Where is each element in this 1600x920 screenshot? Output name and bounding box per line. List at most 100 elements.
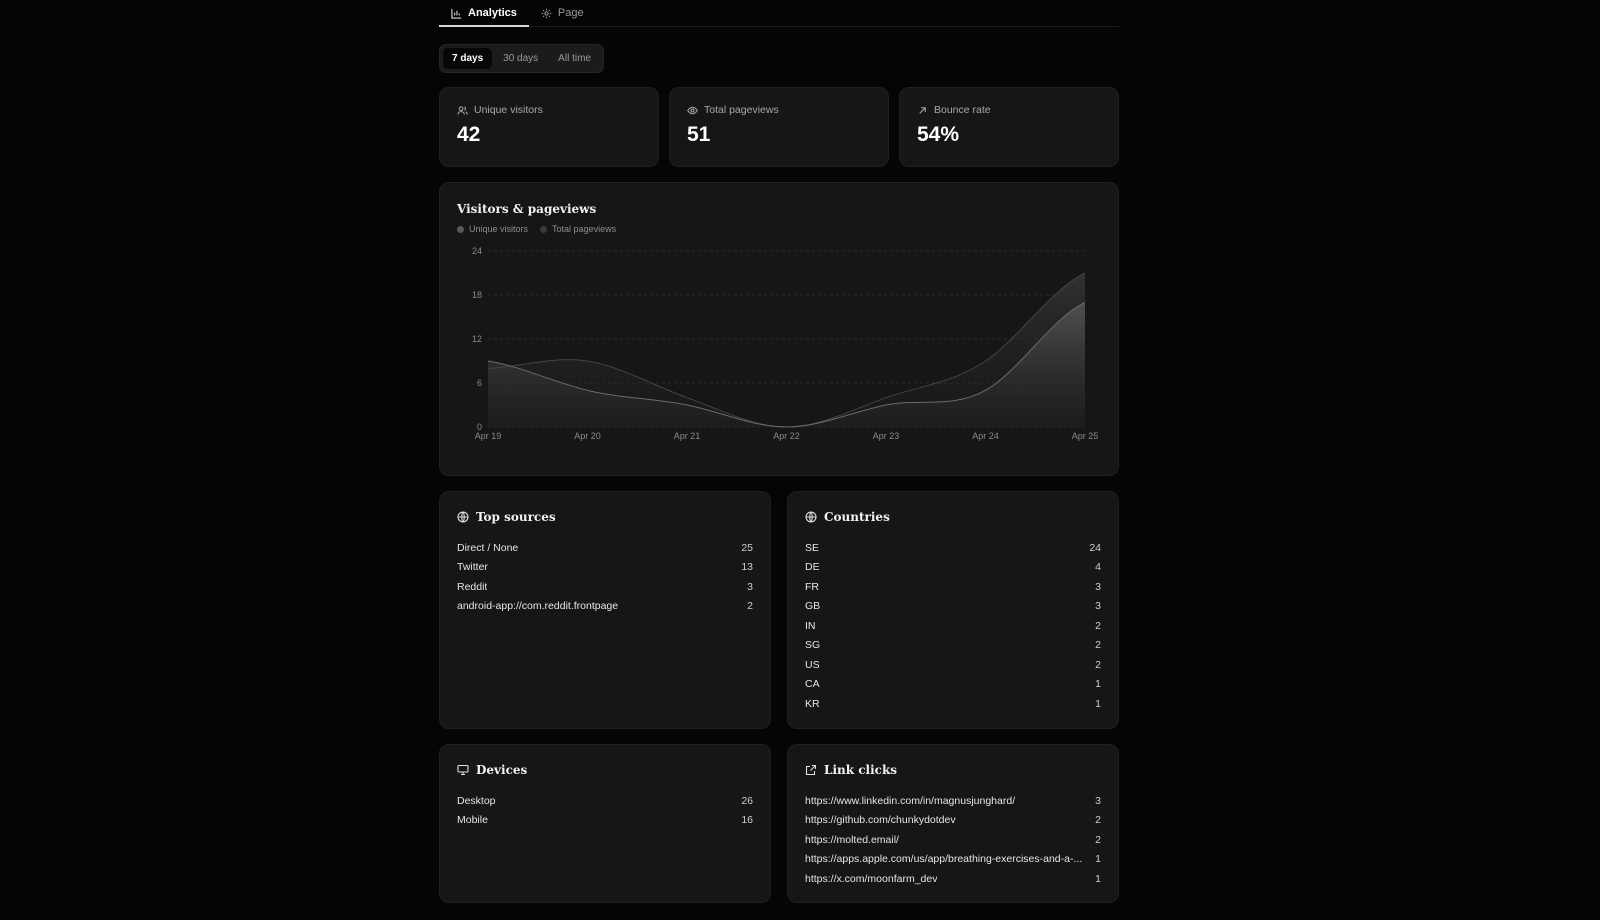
- link-clicks-card: Link clicks https://www.linkedin.com/in/…: [787, 744, 1119, 903]
- countries-list: SE 24 DE 4 FR 3 GB 3 IN 2 SG 2 US 2 CA 1 KR 1: [805, 538, 1101, 714]
- x-tick-label: Apr 21: [674, 431, 701, 441]
- analytics-page: Analytics Page 7 days 30 days All time U…: [439, 0, 1119, 903]
- country-row: CA 1: [805, 675, 1101, 695]
- x-tick-label: Apr 25: [1072, 431, 1099, 441]
- row-value: 2: [1095, 639, 1101, 652]
- users-icon: [457, 105, 468, 115]
- row-value: 1: [1095, 697, 1101, 710]
- row-label: https://apps.apple.com/us/app/breathing-…: [805, 853, 1083, 866]
- row-label: Direct / None: [457, 541, 519, 554]
- row-value: 2: [1095, 619, 1101, 632]
- stat-value: 51: [687, 123, 711, 146]
- row-value: 1: [1095, 872, 1101, 885]
- link-row[interactable]: https://github.com/chunkydotdev 2: [805, 811, 1101, 831]
- row-label: Mobile: [457, 814, 488, 827]
- source-row: Twitter 13: [457, 558, 753, 578]
- row-label: US: [805, 658, 820, 671]
- source-row: android-app://com.reddit.frontpage 2: [457, 597, 753, 617]
- stat-label-row: Total pageviews: [687, 104, 871, 116]
- visitors-chart-card: Visitors & pageviews Unique visitors Tot…: [439, 182, 1119, 476]
- country-row: SE 24: [805, 538, 1101, 558]
- area-total-pageviews: [488, 273, 1085, 427]
- source-row: Direct / None 25: [457, 538, 753, 558]
- row-value: 13: [741, 561, 753, 574]
- globe-icon: [805, 511, 817, 523]
- line-unique-visitors: [487, 301, 1086, 428]
- link-row[interactable]: https://x.com/moonfarm_dev 1: [805, 869, 1101, 889]
- row-value: 26: [741, 794, 753, 807]
- row-value: 1: [1095, 678, 1101, 691]
- x-tick-label: Apr 20: [574, 431, 601, 441]
- top-sources-card: Top sources Direct / None 25 Twitter 13 Redd…: [439, 491, 771, 729]
- card-title: Countries: [824, 510, 890, 524]
- device-row: Desktop 26: [457, 791, 753, 811]
- stat-label: Unique visitors: [474, 104, 543, 116]
- x-tick-label: Apr 22: [773, 431, 800, 441]
- row-label: https://molted.email/: [805, 833, 899, 846]
- country-row: KR 1: [805, 694, 1101, 714]
- country-row: FR 3: [805, 577, 1101, 597]
- link-row[interactable]: https://apps.apple.com/us/app/breathing-…: [805, 850, 1101, 870]
- range-30-days-button[interactable]: 30 days: [503, 53, 539, 64]
- row-label: Reddit: [457, 580, 488, 593]
- devices-list: Desktop 26 Mobile 16: [457, 791, 753, 830]
- row-value: 2: [1095, 658, 1101, 671]
- x-tick-label: Apr 19: [475, 431, 502, 441]
- row-label: https://github.com/chunkydotdev: [805, 814, 956, 827]
- gear-icon: [541, 8, 552, 18]
- row-label: Desktop: [457, 794, 496, 807]
- tab-label: Page: [557, 7, 584, 19]
- link-row[interactable]: https://molted.email/2: [805, 830, 1101, 850]
- sources-list: Direct / None 25 Twitter 13 Reddit 3 android-a…: [457, 538, 753, 616]
- row-label: SG: [805, 639, 821, 652]
- devices-card: Devices Desktop 26 Mobile 16: [439, 744, 771, 903]
- y-tick-label: 0: [477, 422, 482, 432]
- chart-title: Visitors & pageviews: [457, 202, 597, 216]
- legend-item-unique-visitors: Unique visitors: [457, 224, 528, 234]
- row-label: https://x.com/moonfarm_dev: [805, 872, 938, 885]
- row-value: 4: [1095, 561, 1101, 574]
- range-7-days-button[interactable]: 7 days: [443, 48, 493, 69]
- card-header: Countries: [805, 510, 1101, 524]
- y-tick-label: 12: [472, 334, 482, 344]
- row-value: 16: [741, 814, 753, 827]
- y-tick-label: 18: [472, 290, 482, 300]
- tab-page[interactable]: Page: [529, 0, 596, 26]
- row-value: 24: [1089, 541, 1101, 554]
- row-label: SE: [805, 541, 820, 554]
- country-row: GB 3: [805, 597, 1101, 617]
- row-label: IN: [805, 619, 816, 632]
- row-label: https://www.linkedin.com/in/magnusjungha…: [805, 794, 1016, 807]
- stat-card-unique-visitors: Unique visitors 42: [439, 87, 659, 167]
- area-chart[interactable]: 0 6 12 18 24 Apr 19 Apr 20 Apr 21 Apr 22 Apr 23 Ap…: [440, 241, 1120, 477]
- stat-label-row: Bounce rate: [917, 104, 1101, 116]
- card-header: Devices: [457, 763, 753, 777]
- tab-bar: Analytics Page: [439, 0, 1119, 27]
- row-label: FR: [805, 580, 819, 593]
- country-row: IN 2: [805, 616, 1101, 636]
- legend-label: Total pageviews: [552, 224, 617, 234]
- row-label: KR: [805, 697, 820, 710]
- row-label: android-app://com.reddit.frontpage: [457, 600, 619, 613]
- card-title: Link clicks: [824, 763, 898, 777]
- stat-value: 54%: [917, 123, 960, 146]
- y-tick-label: 24: [472, 246, 482, 256]
- source-row: Reddit 3: [457, 577, 753, 597]
- row-label: GB: [805, 600, 821, 613]
- link-row[interactable]: https://www.linkedin.com/in/magnusjungha…: [805, 791, 1101, 811]
- tab-analytics[interactable]: Analytics: [439, 0, 529, 27]
- card-title: Devices: [476, 763, 528, 777]
- device-row: Mobile 16: [457, 811, 753, 831]
- stat-label: Total pageviews: [704, 104, 779, 116]
- area-unique-visitors: [488, 302, 1085, 427]
- row-value: 1: [1095, 853, 1101, 866]
- row-value: 2: [1095, 814, 1101, 827]
- row-label: CA: [805, 678, 820, 691]
- tab-label: Analytics: [468, 7, 517, 19]
- legend-dot: [540, 225, 548, 233]
- legend-label: Unique visitors: [469, 224, 529, 234]
- chart-legend: Unique visitors Total pageviews: [457, 224, 616, 234]
- range-all-time-button[interactable]: All time: [558, 53, 591, 64]
- stat-label: Bounce rate: [934, 104, 991, 116]
- country-row: US 2: [805, 655, 1101, 675]
